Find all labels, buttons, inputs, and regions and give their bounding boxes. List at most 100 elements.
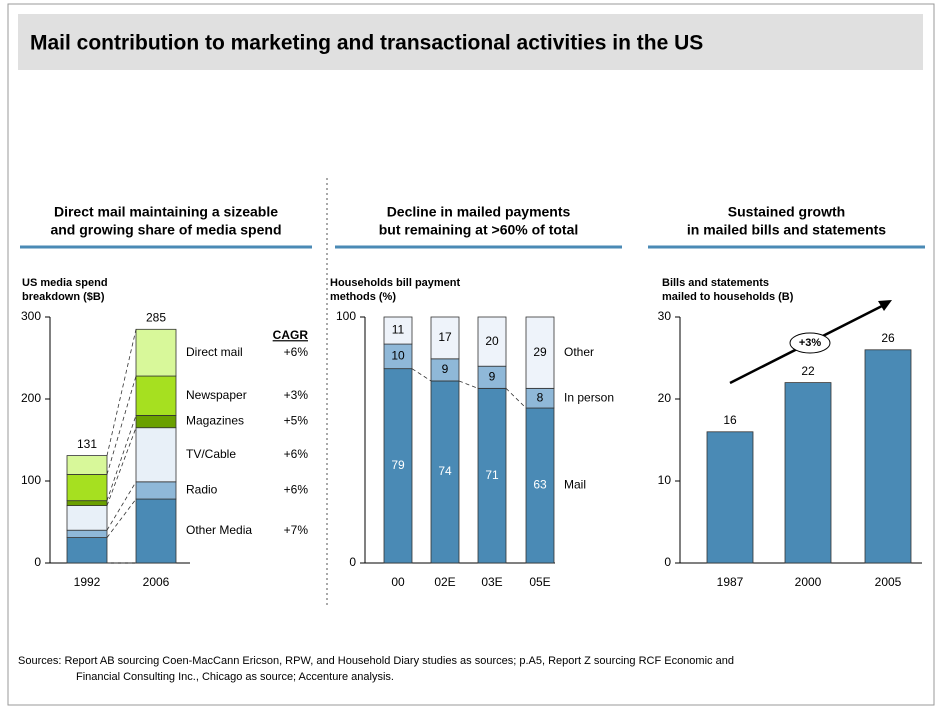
bar [706, 431, 754, 564]
value-label: 20 [485, 334, 499, 348]
sources: Sources: Report AB sourcing Coen-MacCann… [18, 655, 734, 667]
series-label: TV/Cable [186, 447, 236, 461]
y-axis-label: breakdown ($B) [22, 291, 105, 303]
connector [106, 498, 137, 538]
y-axis-label: US media spend [22, 277, 108, 289]
cagr-label: +6% [284, 447, 309, 461]
series-label: In person [564, 390, 614, 404]
series-label: Direct mail [186, 345, 243, 359]
sources: Financial Consulting Inc., Chicago as so… [76, 671, 394, 683]
x-tick-label: 03E [481, 575, 502, 589]
bar-segment [66, 537, 108, 564]
value-label: 9 [442, 362, 449, 376]
x-tick-label: 00 [391, 575, 405, 589]
bar-segment [383, 343, 413, 370]
chart-title: Sustained growth [728, 204, 845, 220]
series-label: Radio [186, 483, 218, 497]
bar-segment [66, 500, 108, 506]
connector [505, 388, 527, 409]
connector [106, 375, 137, 475]
x-tick-label: 1987 [717, 575, 744, 589]
connector [458, 380, 479, 389]
arrow-head [878, 300, 892, 311]
value-label: 79 [391, 458, 405, 472]
series-label: Mail [564, 478, 586, 492]
total-label: 285 [146, 310, 166, 324]
chart-title: in mailed bills and statements [687, 222, 886, 238]
connector [106, 481, 137, 531]
value-label: 16 [723, 413, 737, 427]
connector [106, 427, 137, 506]
chart-title: and growing share of media spend [50, 222, 281, 238]
bar-segment [383, 368, 413, 564]
bar [784, 382, 832, 564]
chart-title: but remaining at >60% of total [379, 222, 579, 238]
connector [106, 329, 137, 456]
y-tick-label: 100 [21, 473, 41, 487]
y-axis-label: methods (%) [330, 291, 396, 303]
y-axis-label: Households bill payment [330, 277, 461, 289]
bar-segment [135, 414, 177, 429]
slide-border [7, 3, 935, 706]
cagr-label: +3% [284, 388, 309, 402]
value-label: 17 [438, 330, 452, 344]
chart-title: Direct mail maintaining a sizeable [54, 204, 278, 220]
cagr-label: +6% [284, 345, 309, 359]
value-label: 71 [485, 468, 499, 482]
bar [864, 349, 912, 564]
y-tick-label: 100 [336, 309, 356, 323]
series-label: Newspaper [186, 388, 247, 402]
total-label: 131 [77, 437, 97, 451]
bar-segment [525, 407, 555, 564]
connector [411, 368, 432, 382]
bar-segment [135, 427, 177, 483]
y-tick-label: 20 [658, 391, 672, 405]
x-tick-label: 2006 [143, 575, 170, 589]
x-tick-label: 05E [529, 575, 550, 589]
bar-segment [135, 481, 177, 500]
value-label: 22 [801, 364, 815, 378]
y-axis-label: mailed to households (B) [662, 291, 794, 303]
cagr-label: +5% [284, 414, 309, 428]
bar-segment [135, 328, 177, 377]
y-tick-label: 200 [21, 391, 41, 405]
bar-segment [66, 529, 108, 538]
y-tick-label: 0 [349, 555, 356, 569]
series-label: Other Media [186, 523, 252, 537]
y-tick-label: 30 [658, 309, 672, 323]
annotation-ellipse [789, 332, 831, 354]
value-label: 74 [438, 464, 452, 478]
x-tick-label: 02E [434, 575, 455, 589]
cagr-label: +7% [284, 523, 309, 537]
value-label: 11 [392, 323, 405, 337]
bar-segment [525, 316, 555, 389]
x-tick-label: 2005 [875, 575, 902, 589]
bar-segment [66, 455, 108, 475]
series-label: Magazines [186, 414, 244, 428]
value-label: 26 [881, 331, 895, 345]
bar-segment [383, 316, 413, 345]
cagr-header: CAGR [273, 328, 309, 342]
bar-segment [66, 474, 108, 502]
value-label: 63 [533, 478, 547, 492]
bar-segment [430, 380, 460, 564]
chart-title: Decline in mailed payments [387, 204, 571, 220]
title-band [18, 14, 923, 70]
series-label: Other [564, 345, 594, 359]
x-tick-label: 1992 [74, 575, 101, 589]
y-tick-label: 300 [21, 309, 41, 323]
y-axis-label: Bills and statements [662, 277, 769, 289]
bar-segment [430, 316, 460, 360]
bar-segment [135, 375, 177, 416]
bar-segment [66, 505, 108, 531]
y-tick-label: 0 [664, 555, 671, 569]
bar-segment [477, 387, 507, 564]
value-label: 29 [533, 345, 547, 359]
value-label: 8 [537, 390, 544, 404]
bar-segment [135, 498, 177, 564]
cagr-label: +6% [284, 483, 309, 497]
value-label: 10 [391, 349, 405, 363]
connector [106, 415, 137, 501]
